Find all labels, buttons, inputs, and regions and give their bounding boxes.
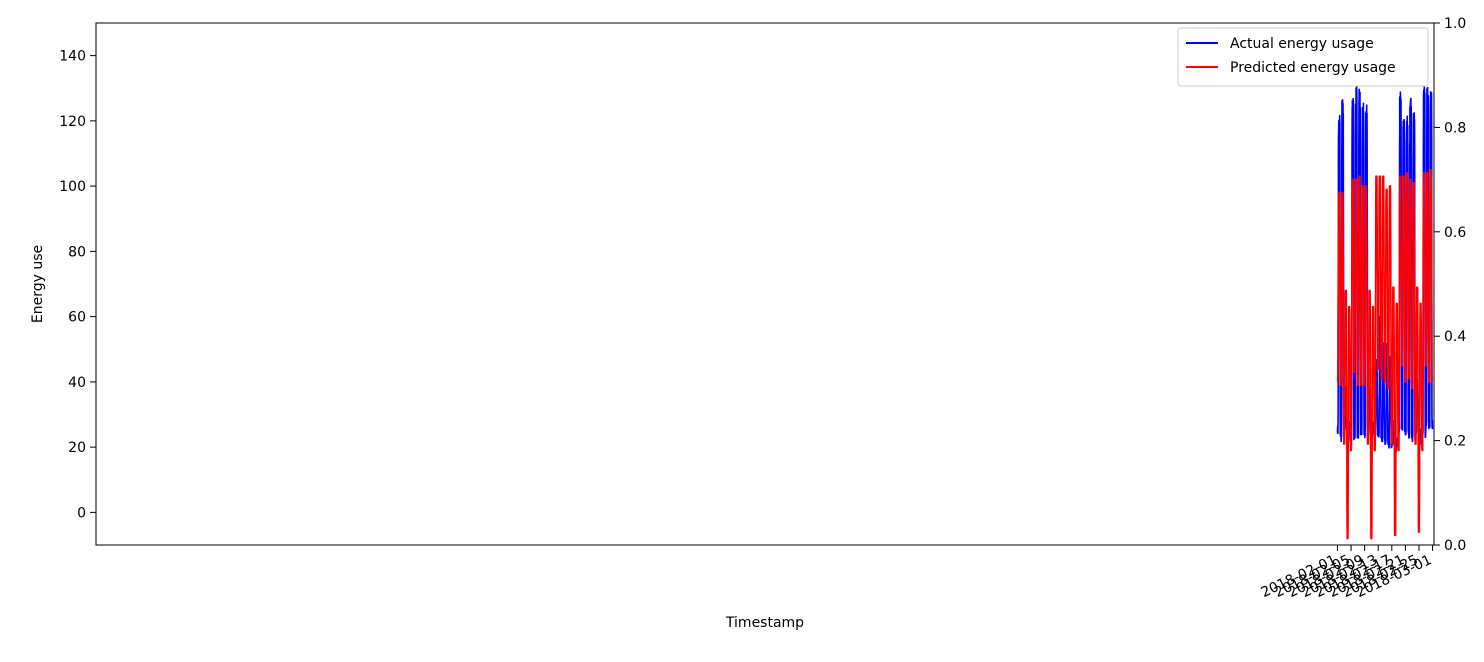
plot-area — [95, 22, 1435, 546]
y-tick-label-20: 20 — [68, 440, 86, 456]
y2-tick-label-0.8: 0.8 — [1444, 120, 1466, 136]
y-tick-label-60: 60 — [68, 310, 86, 326]
y-tick-label-140: 140 — [59, 49, 86, 65]
legend-label-predicted: Predicted energy usage — [1230, 60, 1396, 76]
y-tick-label-120: 120 — [59, 114, 86, 130]
y2-tick-label-0.2: 0.2 — [1444, 434, 1466, 450]
y2-tick-label-0.4: 0.4 — [1444, 329, 1466, 345]
series-line-predicted — [1336, 169, 1433, 540]
legend-label-actual: Actual energy usage — [1230, 36, 1374, 52]
x-axis-label: Timestamp — [725, 615, 804, 631]
legend-box — [1177, 27, 1429, 87]
y-tick-label-100: 100 — [59, 179, 86, 195]
legend: Actual energy usage Predicted energy usa… — [1177, 27, 1429, 87]
y2-tick-label-1.0: 1.0 — [1444, 16, 1466, 32]
y-axis: 0 20 40 60 80 100 120 140 — [59, 49, 96, 521]
x-axis: 2018-02-012018-02-052018-02-092018-02-13… — [1259, 545, 1434, 601]
y-tick-label-40: 40 — [68, 375, 86, 391]
y-tick-label-0: 0 — [77, 505, 86, 521]
y2-tick-label-0.0: 0.0 — [1444, 538, 1466, 554]
y2-axis: 0.0 0.2 0.4 0.6 0.8 1.0 — [1434, 16, 1466, 554]
y-axis-label: Energy use — [30, 245, 46, 323]
y-tick-label-80: 80 — [68, 244, 86, 260]
y2-tick-label-0.6: 0.6 — [1444, 225, 1466, 241]
plot-frame — [95, 22, 1435, 546]
